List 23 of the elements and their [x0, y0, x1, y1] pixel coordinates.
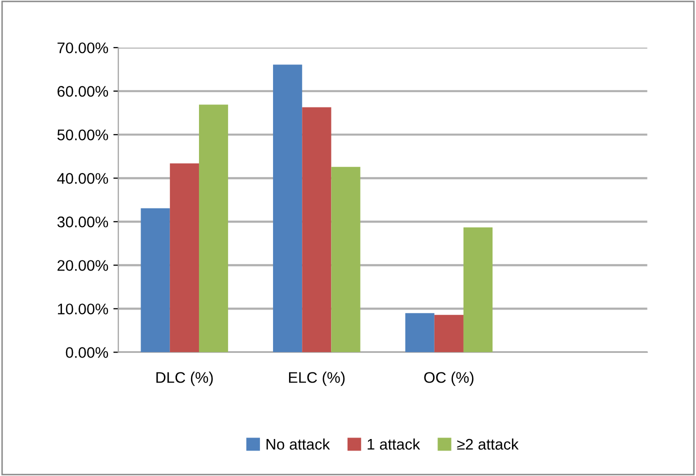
- bar: [198, 104, 228, 352]
- legend-label: No attack: [266, 438, 330, 450]
- bar: [302, 107, 332, 352]
- bar: [170, 163, 199, 352]
- y-tick-label: 40.00%: [57, 173, 108, 184]
- legend-label: ≥2 attack: [457, 438, 519, 450]
- bar: [463, 227, 493, 352]
- bar: [405, 313, 434, 352]
- x-tick-label: DLC (%): [156, 372, 213, 386]
- bar: [434, 314, 464, 352]
- bar: [273, 64, 302, 352]
- y-tick-label: 0.00%: [66, 347, 108, 358]
- y-tick-label: 70.00%: [58, 42, 108, 54]
- x-tick-label: ELC (%): [289, 372, 345, 386]
- bar: [140, 208, 170, 352]
- bar: [331, 166, 360, 352]
- x-tick-label: OC (%): [424, 372, 474, 386]
- legend-label: 1 attack: [368, 438, 420, 450]
- y-tick-label: 30.00%: [57, 216, 108, 228]
- y-tick-label: 60.00%: [58, 86, 108, 97]
- y-tick-label: 10.00%: [58, 304, 108, 314]
- y-tick-label: 20.00%: [58, 260, 108, 271]
- y-tick-label: 50.00%: [57, 130, 108, 140]
